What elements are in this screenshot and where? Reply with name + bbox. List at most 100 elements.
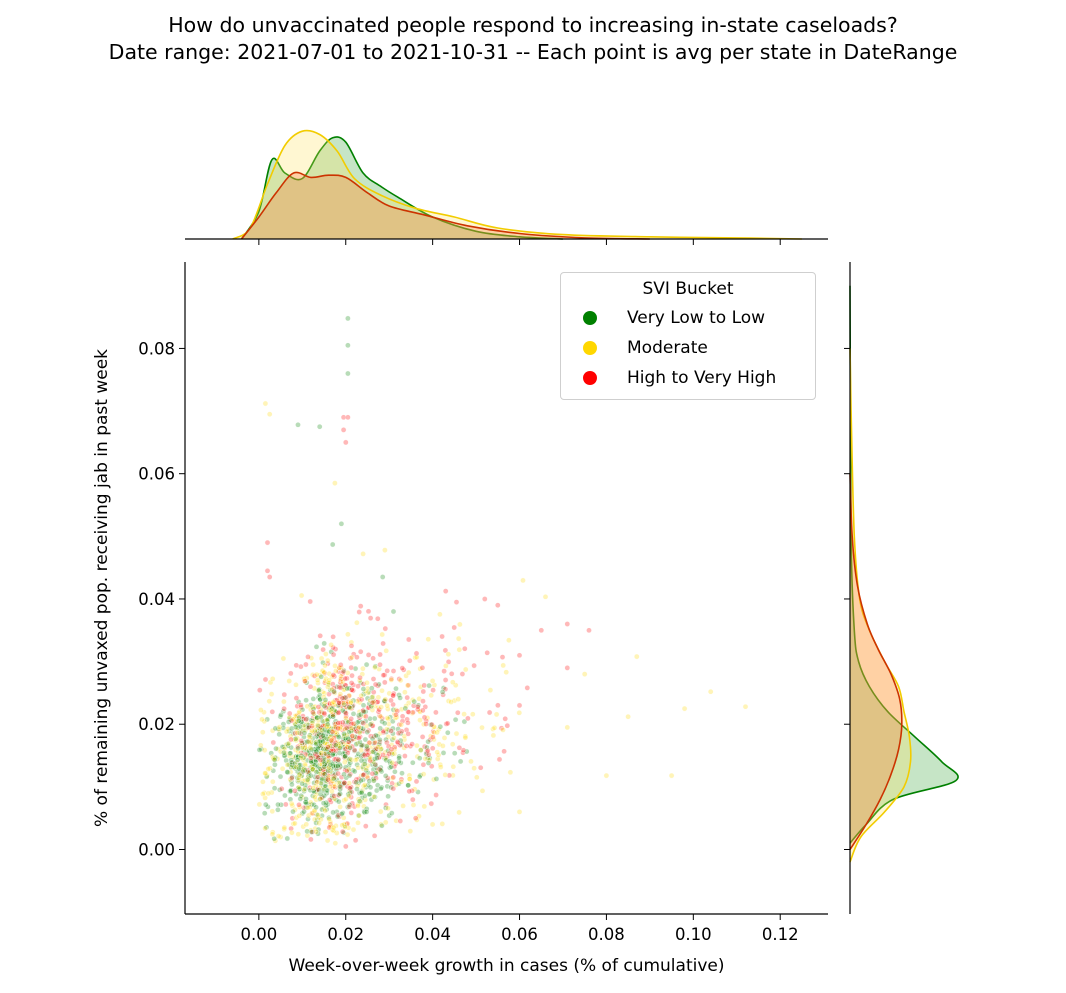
x-tick-label: 0.00: [240, 925, 277, 944]
point-very-low-to-low: [303, 796, 309, 802]
point-high-to-very-high: [356, 714, 363, 721]
point-very-low-to-low: [393, 685, 399, 692]
point-moderate: [313, 671, 320, 678]
point-moderate: [431, 724, 438, 730]
point-high-to-very-high: [365, 608, 372, 615]
point-high-to-very-high: [409, 741, 415, 747]
point-moderate: [313, 791, 320, 798]
chart-title: How do unvaccinated people respond to in…: [0, 12, 1066, 66]
point-moderate: [507, 769, 514, 776]
point-moderate: [382, 547, 388, 553]
point-very-low-to-low: [301, 730, 308, 736]
point-high-to-very-high: [303, 661, 309, 668]
point-very-low-to-low: [399, 770, 405, 777]
point-very-low-to-low: [277, 773, 284, 780]
point-high-to-very-high: [402, 753, 408, 759]
point-high-to-very-high: [262, 676, 269, 683]
point-moderate: [270, 756, 277, 763]
point-moderate: [266, 698, 273, 705]
point-high-to-very-high: [360, 772, 367, 778]
point-very-low-to-low: [295, 718, 302, 724]
y-tick-label: 0.06: [138, 465, 175, 484]
point-moderate: [389, 760, 396, 766]
point-very-low-to-low: [461, 718, 468, 725]
point-moderate: [375, 694, 382, 701]
point-moderate: [318, 727, 325, 733]
point-high-to-very-high: [362, 823, 369, 829]
right-kde-fill-moderate: [850, 348, 911, 863]
point-very-low-to-low: [310, 706, 317, 712]
point-high-to-very-high: [413, 650, 420, 657]
point-very-low-to-low: [425, 738, 431, 745]
point-moderate: [468, 758, 474, 765]
point-moderate: [299, 745, 305, 751]
point-high-to-very-high: [421, 682, 428, 689]
point-very-low-to-low: [350, 711, 357, 717]
point-moderate: [360, 665, 366, 672]
point-high-to-very-high: [405, 720, 411, 726]
point-moderate: [354, 698, 361, 705]
point-moderate: [284, 762, 291, 768]
point-moderate: [440, 743, 446, 749]
point-high-to-very-high: [390, 785, 397, 792]
point-high-to-very-high: [444, 720, 451, 727]
point-high-to-very-high: [345, 414, 351, 421]
point-high-to-very-high: [348, 720, 355, 727]
point-very-low-to-low: [294, 757, 301, 763]
point-very-low-to-low: [293, 791, 300, 797]
point-moderate: [306, 733, 313, 740]
point-very-low-to-low: [362, 736, 369, 743]
point-very-low-to-low: [284, 769, 291, 775]
point-moderate: [296, 813, 303, 819]
point-very-low-to-low: [320, 659, 326, 666]
point-moderate: [379, 631, 386, 638]
point-high-to-very-high: [442, 588, 449, 594]
point-very-low-to-low: [320, 755, 327, 762]
point-very-low-to-low: [276, 787, 283, 793]
point-very-low-to-low: [301, 808, 307, 815]
y-axis-label: % of remaining unvaxed pop. receiving ja…: [92, 349, 112, 827]
point-moderate: [303, 821, 310, 828]
point-very-low-to-low: [322, 750, 329, 757]
point-moderate: [437, 761, 444, 768]
point-high-to-very-high: [320, 646, 326, 653]
point-very-low-to-low: [354, 786, 360, 792]
point-high-to-very-high: [341, 780, 348, 786]
point-very-low-to-low: [313, 804, 319, 811]
point-very-low-to-low: [402, 705, 409, 712]
point-very-low-to-low: [262, 801, 269, 808]
point-moderate: [356, 812, 362, 819]
point-high-to-very-high: [269, 709, 276, 715]
point-very-low-to-low: [366, 778, 373, 784]
point-high-to-very-high: [321, 710, 328, 716]
point-moderate: [268, 691, 275, 697]
point-very-low-to-low: [287, 750, 294, 757]
point-moderate: [331, 783, 338, 790]
point-moderate: [402, 689, 408, 696]
point-high-to-very-high: [330, 634, 336, 640]
point-very-low-to-low: [341, 731, 347, 737]
point-moderate: [314, 677, 321, 683]
point-moderate: [304, 832, 311, 839]
point-moderate: [416, 813, 422, 820]
point-moderate: [329, 686, 335, 693]
point-high-to-very-high: [423, 721, 429, 727]
point-moderate: [452, 682, 459, 689]
point-high-to-very-high: [421, 714, 428, 721]
point-high-to-very-high: [281, 705, 287, 712]
point-high-to-very-high: [346, 785, 353, 792]
point-moderate: [487, 687, 494, 693]
point-very-low-to-low: [316, 687, 322, 694]
point-very-low-to-low: [346, 762, 352, 769]
point-moderate: [330, 699, 337, 705]
point-high-to-very-high: [538, 627, 545, 634]
point-high-to-very-high: [344, 675, 350, 682]
point-very-low-to-low: [345, 719, 352, 725]
point-very-low-to-low: [320, 738, 326, 745]
point-high-to-very-high: [324, 660, 331, 667]
point-very-low-to-low: [302, 767, 309, 774]
point-very-low-to-low: [334, 683, 340, 690]
point-moderate: [405, 669, 412, 676]
point-very-low-to-low: [337, 791, 343, 797]
point-very-low-to-low: [336, 734, 342, 741]
